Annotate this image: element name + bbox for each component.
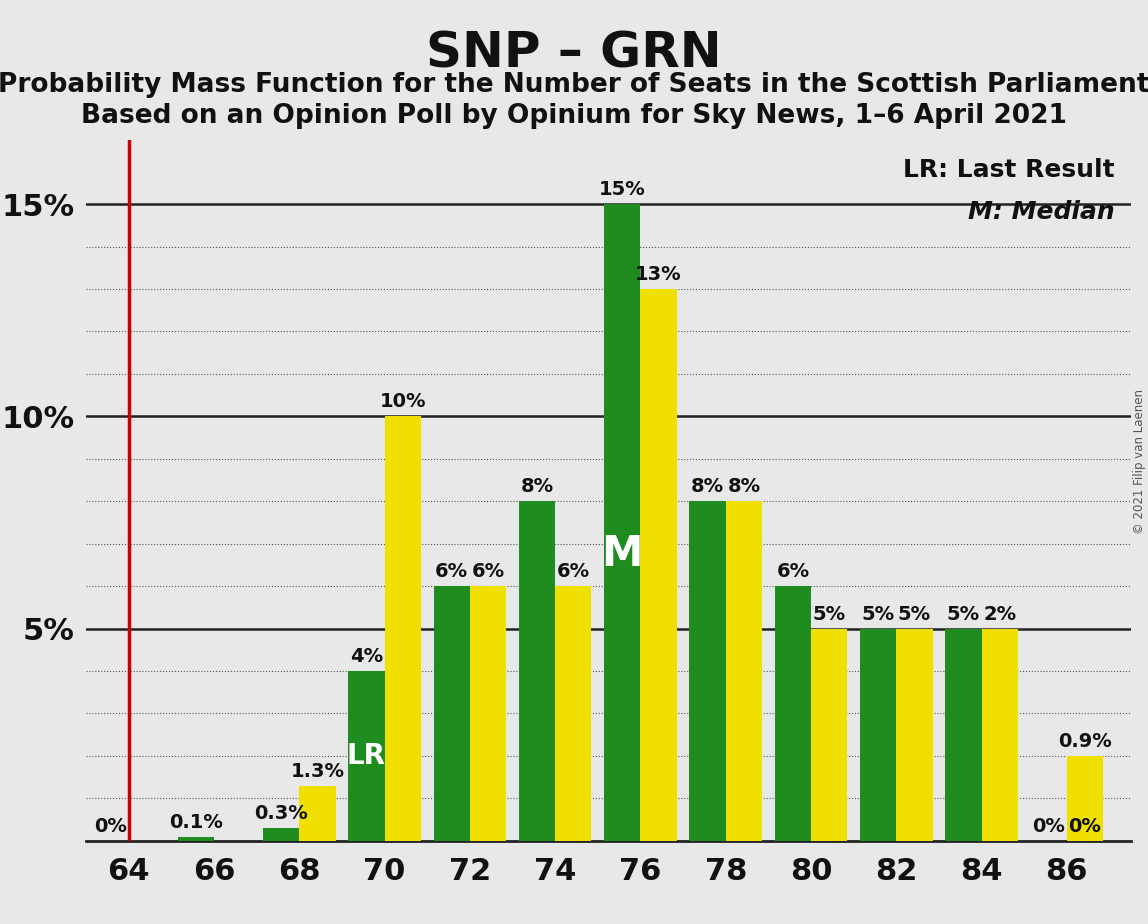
Text: 5%: 5% bbox=[898, 604, 931, 624]
Bar bbox=[690, 501, 726, 841]
Text: 5%: 5% bbox=[862, 604, 894, 624]
Bar bbox=[556, 586, 591, 841]
Text: 0.3%: 0.3% bbox=[255, 804, 308, 823]
Text: LR: Last Result: LR: Last Result bbox=[903, 158, 1115, 182]
Text: 10%: 10% bbox=[380, 393, 426, 411]
Text: M: M bbox=[602, 533, 643, 576]
Text: 2%: 2% bbox=[983, 604, 1016, 624]
Text: 1.3%: 1.3% bbox=[290, 761, 344, 781]
Text: 0%: 0% bbox=[1069, 817, 1101, 835]
Text: 5%: 5% bbox=[947, 604, 980, 624]
Bar bbox=[810, 628, 847, 841]
Bar bbox=[263, 828, 300, 841]
Bar bbox=[1066, 756, 1103, 841]
Text: 5%: 5% bbox=[813, 604, 846, 624]
Bar bbox=[775, 586, 810, 841]
Text: 8%: 8% bbox=[728, 477, 760, 496]
Text: Based on an Opinion Poll by Opinium for Sky News, 1–6 April 2021: Based on an Opinion Poll by Opinium for … bbox=[82, 103, 1066, 129]
Bar bbox=[178, 836, 214, 841]
Text: Probability Mass Function for the Number of Seats in the Scottish Parliament: Probability Mass Function for the Number… bbox=[0, 72, 1148, 98]
Bar bbox=[300, 785, 335, 841]
Bar bbox=[385, 417, 421, 841]
Bar bbox=[604, 204, 641, 841]
Text: M: Median: M: Median bbox=[969, 200, 1115, 224]
Bar bbox=[641, 289, 676, 841]
Text: 8%: 8% bbox=[691, 477, 724, 496]
Bar bbox=[982, 628, 1018, 841]
Bar bbox=[860, 628, 897, 841]
Bar bbox=[519, 501, 556, 841]
Bar bbox=[945, 628, 982, 841]
Bar bbox=[348, 671, 385, 841]
Text: 6%: 6% bbox=[435, 562, 468, 581]
Text: 8%: 8% bbox=[520, 477, 553, 496]
Bar bbox=[897, 628, 932, 841]
Text: 0%: 0% bbox=[94, 817, 127, 835]
Text: SNP – GRN: SNP – GRN bbox=[426, 30, 722, 78]
Text: 0.1%: 0.1% bbox=[169, 812, 223, 832]
Text: 6%: 6% bbox=[472, 562, 504, 581]
Text: 13%: 13% bbox=[635, 265, 682, 284]
Text: 0.9%: 0.9% bbox=[1058, 732, 1111, 751]
Text: 15%: 15% bbox=[599, 180, 645, 199]
Text: LR: LR bbox=[347, 742, 386, 770]
Text: © 2021 Filip van Laenen: © 2021 Filip van Laenen bbox=[1133, 390, 1146, 534]
Bar bbox=[470, 586, 506, 841]
Bar bbox=[434, 586, 470, 841]
Text: 6%: 6% bbox=[557, 562, 590, 581]
Text: 0%: 0% bbox=[1032, 817, 1065, 835]
Bar bbox=[726, 501, 762, 841]
Text: 4%: 4% bbox=[350, 647, 383, 666]
Text: 6%: 6% bbox=[776, 562, 809, 581]
